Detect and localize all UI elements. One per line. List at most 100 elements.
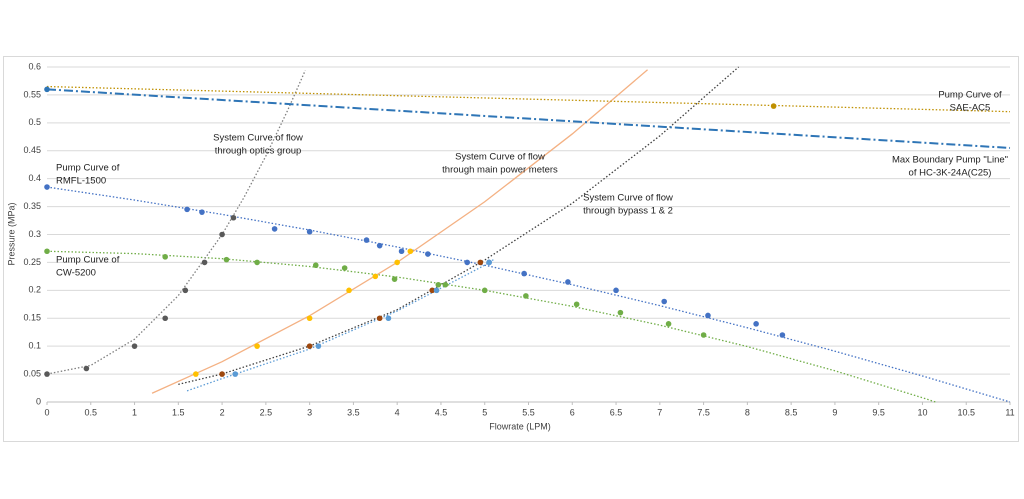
data-point bbox=[523, 293, 529, 299]
y-tick-label: 0.45 bbox=[23, 145, 41, 155]
data-point bbox=[521, 270, 527, 277]
trend-line bbox=[178, 66, 740, 385]
data-point bbox=[398, 248, 405, 255]
data-point bbox=[433, 287, 440, 294]
annotation: System Curve of flow bbox=[583, 193, 673, 204]
data-point bbox=[363, 237, 370, 243]
data-point bbox=[193, 371, 199, 377]
data-point bbox=[753, 321, 759, 327]
data-point bbox=[477, 259, 484, 266]
data-point bbox=[162, 254, 168, 260]
x-tick-label: 1.5 bbox=[172, 407, 185, 417]
y-tick-label: 0.2 bbox=[28, 285, 41, 295]
data-point bbox=[162, 315, 168, 322]
data-point bbox=[232, 371, 239, 377]
data-point bbox=[182, 287, 189, 294]
x-tick-label: 7.5 bbox=[697, 407, 710, 417]
x-tick-label: 6.5 bbox=[610, 407, 623, 417]
data-point bbox=[271, 226, 278, 232]
x-tick-label: 2 bbox=[220, 407, 225, 417]
annotation: CW-5200 bbox=[56, 268, 96, 279]
x-tick-label: 2.5 bbox=[260, 407, 273, 417]
data-point bbox=[770, 103, 777, 109]
x-tick-label: 10 bbox=[917, 407, 927, 417]
data-point bbox=[230, 214, 237, 221]
data-point bbox=[83, 365, 90, 372]
data-point bbox=[346, 287, 352, 294]
data-point bbox=[700, 332, 707, 338]
data-point bbox=[44, 248, 50, 255]
y-tick-label: 0.35 bbox=[23, 201, 41, 211]
y-tick-label: 0.3 bbox=[28, 229, 41, 239]
data-point bbox=[385, 315, 392, 322]
trend-line bbox=[46, 186, 1011, 403]
annotation: through bypass 1 & 2 bbox=[583, 206, 673, 217]
x-tick-label: 6 bbox=[570, 407, 575, 417]
annotation: through optics group bbox=[215, 146, 302, 157]
x-tick-label: 0.5 bbox=[85, 407, 98, 417]
data-point bbox=[223, 256, 230, 263]
trend-line bbox=[46, 85, 1011, 113]
y-tick-label: 0.05 bbox=[23, 368, 41, 378]
x-tick-label: 3 bbox=[307, 407, 312, 417]
data-point bbox=[306, 228, 313, 235]
data-point bbox=[341, 265, 348, 271]
data-point bbox=[372, 273, 379, 280]
data-point bbox=[199, 209, 205, 215]
data-point bbox=[184, 206, 190, 213]
x-tick-label: 5.5 bbox=[522, 407, 535, 417]
data-point bbox=[779, 332, 786, 338]
data-point bbox=[376, 242, 383, 249]
annotation: RMFL-1500 bbox=[56, 176, 106, 187]
data-point bbox=[573, 301, 580, 308]
trend-line bbox=[46, 88, 1011, 149]
data-point bbox=[219, 231, 225, 238]
x-tick-label: 4.5 bbox=[435, 407, 448, 417]
data-point bbox=[376, 315, 383, 322]
annotation: through main power meters bbox=[442, 165, 558, 176]
annotation: Max Boundary Pump "Line" bbox=[892, 155, 1008, 166]
data-point bbox=[44, 371, 50, 377]
data-point bbox=[442, 281, 449, 288]
data-point bbox=[44, 86, 50, 93]
data-point bbox=[565, 279, 571, 285]
y-tick-label: 0.25 bbox=[23, 257, 41, 267]
x-tick-label: 1 bbox=[132, 407, 137, 417]
x-tick-label: 7 bbox=[657, 407, 662, 417]
data-point bbox=[617, 309, 624, 316]
data-point bbox=[391, 276, 398, 282]
data-point bbox=[254, 343, 260, 349]
y-tick-label: 0.4 bbox=[28, 173, 41, 183]
x-tick-label: 9 bbox=[832, 407, 837, 417]
annotation: of HC-3K-24A(C25) bbox=[909, 168, 992, 179]
data-point bbox=[315, 343, 322, 349]
x-tick-label: 8.5 bbox=[785, 407, 798, 417]
annotation: System Curve of flow bbox=[213, 133, 303, 144]
chart-frame bbox=[3, 56, 1019, 442]
annotation: System Curve of flow bbox=[455, 152, 545, 163]
data-point bbox=[131, 343, 138, 349]
x-tick-label: 5 bbox=[482, 407, 487, 417]
annotation: Pump Curve of bbox=[56, 255, 120, 266]
y-tick-label: 0.5 bbox=[28, 117, 41, 127]
x-tick-label: 4 bbox=[395, 407, 400, 417]
trend-line bbox=[46, 250, 936, 403]
y-tick-label: 0.6 bbox=[28, 61, 41, 71]
data-point bbox=[481, 287, 488, 294]
data-point bbox=[312, 262, 319, 269]
y-tick-label: 0 bbox=[36, 396, 41, 406]
data-point bbox=[661, 298, 667, 305]
annotation: SAE-AC5 bbox=[950, 103, 991, 114]
x-axis-title: Flowrate (LPM) bbox=[489, 421, 551, 431]
y-tick-label: 0.55 bbox=[23, 89, 41, 99]
x-tick-label: 0 bbox=[44, 407, 49, 417]
y-tick-label: 0.15 bbox=[23, 313, 41, 323]
data-point bbox=[665, 321, 672, 327]
data-point bbox=[464, 259, 471, 266]
data-point bbox=[435, 281, 442, 288]
data-point bbox=[219, 371, 225, 377]
data-point bbox=[306, 343, 313, 349]
annotation: Pump Curve of bbox=[938, 90, 1002, 101]
